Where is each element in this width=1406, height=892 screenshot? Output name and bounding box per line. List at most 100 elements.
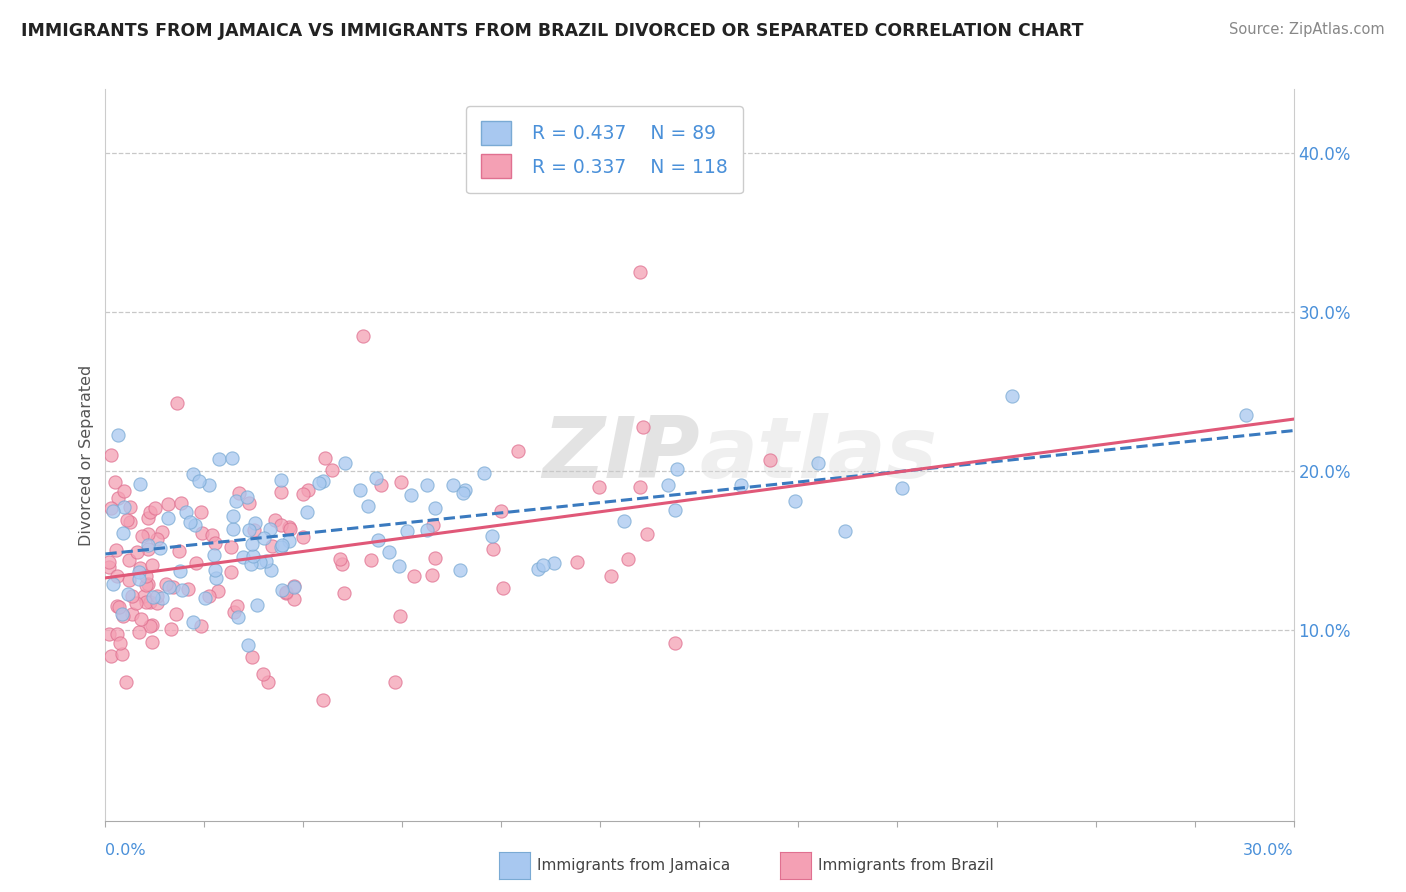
Point	[156, 511, 179, 525]
Point	[399, 488, 422, 502]
Text: IMMIGRANTS FROM JAMAICA VS IMMIGRANTS FROM BRAZIL DIVORCED OR SEPARATED CORRELAT: IMMIGRANTS FROM JAMAICA VS IMMIGRANTS FR…	[21, 22, 1084, 40]
Point	[388, 558, 411, 573]
Point	[271, 538, 294, 552]
Point	[783, 494, 806, 508]
Point	[187, 474, 209, 488]
Point	[98, 560, 121, 574]
Point	[1001, 388, 1024, 402]
Point	[149, 541, 172, 555]
Point	[117, 587, 139, 601]
Point	[352, 328, 374, 343]
Point	[492, 581, 515, 595]
Point	[146, 533, 169, 547]
Point	[221, 450, 243, 465]
Point	[249, 555, 271, 569]
Point	[260, 539, 283, 553]
Point	[349, 483, 371, 497]
Point	[506, 444, 529, 458]
Point	[384, 675, 406, 690]
Point	[283, 579, 305, 593]
Point	[169, 543, 191, 558]
Point	[194, 591, 217, 605]
Point	[441, 478, 464, 492]
Point	[138, 538, 160, 552]
Point	[186, 556, 208, 570]
Text: Source: ZipAtlas.com: Source: ZipAtlas.com	[1229, 22, 1385, 37]
Point	[205, 570, 228, 584]
Point	[453, 485, 475, 500]
Point	[565, 554, 588, 568]
Point	[834, 524, 856, 539]
Point	[202, 548, 225, 562]
Point	[129, 612, 152, 626]
Point	[177, 582, 200, 596]
Point	[370, 477, 392, 491]
Text: ZIP: ZIP	[541, 413, 700, 497]
Point	[759, 452, 782, 467]
Point	[190, 619, 212, 633]
Point	[425, 500, 447, 515]
Point	[121, 589, 143, 603]
Point	[224, 606, 246, 620]
Point	[181, 615, 204, 629]
Point	[111, 647, 134, 661]
Point	[321, 463, 343, 477]
Point	[141, 558, 163, 573]
Point	[170, 496, 193, 510]
Point	[141, 635, 163, 649]
Point	[278, 520, 301, 534]
Point	[242, 549, 264, 563]
Point	[617, 552, 640, 566]
Point	[333, 456, 356, 470]
Point	[141, 618, 163, 632]
Point	[225, 493, 247, 508]
Point	[131, 529, 153, 543]
Point	[232, 549, 254, 564]
Point	[259, 522, 281, 536]
Point	[103, 576, 125, 591]
Point	[332, 585, 354, 599]
Point	[246, 599, 269, 613]
Point	[330, 557, 353, 571]
Point	[364, 470, 387, 484]
Point	[263, 513, 285, 527]
Point	[481, 542, 503, 557]
Point	[402, 569, 425, 583]
Point	[98, 626, 121, 640]
Point	[270, 540, 292, 554]
Legend:  R = 0.437    N = 89,  R = 0.337    N = 118: R = 0.437 N = 89, R = 0.337 N = 118	[465, 106, 742, 194]
Point	[157, 580, 180, 594]
Point	[108, 636, 131, 650]
Point	[238, 523, 260, 537]
Point	[252, 667, 274, 681]
Text: Immigrants from Jamaica: Immigrants from Jamaica	[537, 858, 730, 872]
Point	[104, 475, 127, 490]
Point	[489, 504, 512, 518]
Point	[454, 483, 477, 498]
Point	[807, 456, 830, 470]
Point	[297, 505, 319, 519]
Point	[367, 533, 389, 548]
Point	[121, 607, 143, 621]
Point	[628, 265, 651, 279]
Point	[270, 473, 292, 487]
Point	[283, 580, 305, 594]
Point	[481, 529, 503, 543]
Point	[105, 569, 128, 583]
Point	[657, 477, 679, 491]
Point	[152, 591, 174, 605]
Point	[108, 600, 131, 615]
Point	[308, 475, 330, 490]
Point	[389, 608, 412, 623]
Point	[129, 476, 152, 491]
Point	[588, 480, 610, 494]
Point	[134, 589, 156, 603]
Point	[120, 515, 142, 529]
Point	[125, 596, 148, 610]
Point	[665, 462, 688, 476]
Point	[391, 475, 413, 490]
Point	[128, 565, 150, 579]
Point	[420, 568, 443, 582]
Point	[100, 649, 122, 664]
Point	[128, 561, 150, 575]
